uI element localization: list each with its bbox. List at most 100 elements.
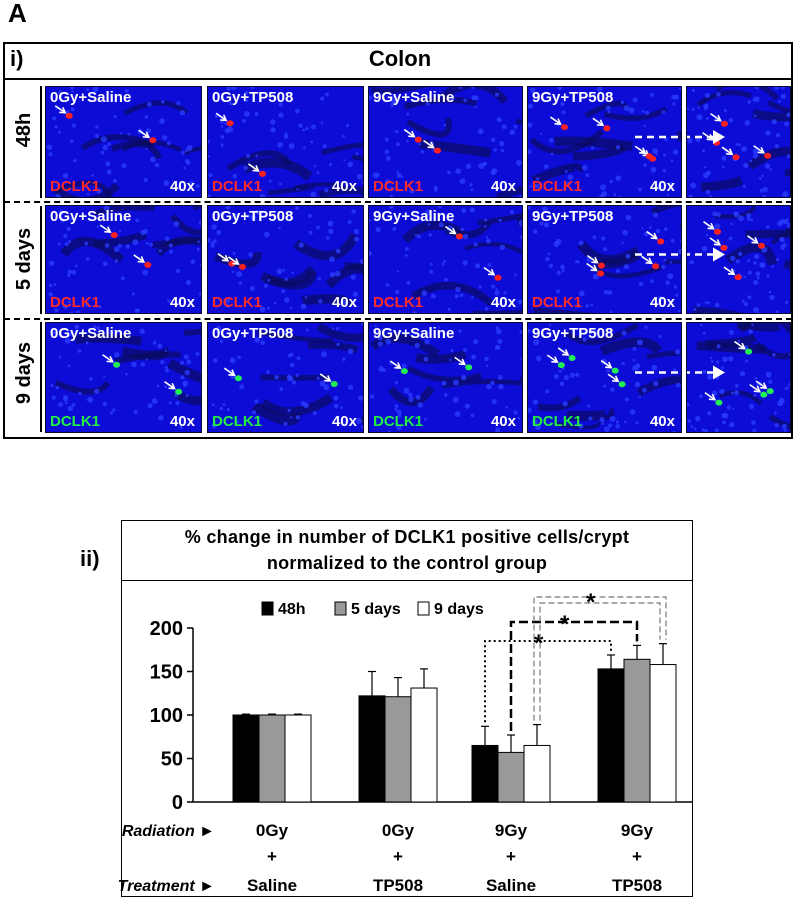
micrograph-tile: 9Gy+Saline DCLK1 40x — [368, 322, 523, 433]
nucleus-dot — [414, 342, 420, 348]
nucleus-dot — [495, 326, 499, 330]
nucleus-dot — [764, 163, 771, 169]
nucleus-dot — [58, 402, 64, 407]
nucleus-dot — [313, 165, 317, 168]
nucleus-dot — [403, 387, 410, 394]
significance-bracket — [533, 596, 667, 721]
nucleus-dot — [121, 216, 126, 221]
nucleus-dot — [62, 173, 69, 179]
nucleus-dot — [469, 207, 475, 213]
nucleus-dot — [582, 165, 588, 171]
nucleus-dot — [387, 430, 391, 432]
nucleus-dot — [539, 221, 544, 226]
nucleus-dot — [668, 182, 674, 188]
nucleus-dot — [447, 170, 451, 175]
nucleus-dot — [675, 293, 679, 297]
nucleus-dot — [567, 174, 573, 180]
nucleus-dot — [430, 293, 436, 299]
nucleus-dot — [452, 396, 459, 403]
nucleus-dot — [711, 359, 714, 363]
nucleus-dot — [263, 231, 270, 238]
nucleus-dot — [378, 312, 381, 313]
nucleus-dot — [329, 256, 335, 262]
nucleus-dot — [131, 292, 135, 296]
crypt-texture — [464, 241, 522, 255]
nucleus-dot — [375, 226, 381, 233]
nucleus-dot — [575, 259, 579, 264]
arrow-marker — [557, 347, 570, 356]
magnification-label: 40x — [169, 294, 195, 311]
nucleus-dot — [784, 386, 789, 391]
dclk1-positive-cell — [721, 120, 728, 127]
dclk1-positive-cell — [434, 147, 441, 154]
nucleus-dot — [395, 289, 400, 295]
nucleus-dot — [259, 306, 266, 313]
nucleus-dot — [102, 375, 106, 378]
nucleus-dot — [463, 98, 467, 103]
nucleus-dot — [268, 179, 272, 183]
crypt-texture — [746, 147, 790, 171]
nucleus-dot — [283, 134, 289, 139]
nucleus-dot — [775, 310, 779, 313]
nucleus-dot — [561, 110, 566, 115]
nucleus-dot — [112, 408, 116, 412]
nucleus-dot — [163, 180, 170, 186]
nucleus-dot — [78, 391, 82, 396]
nucleus-dot — [151, 398, 158, 405]
dclk1-positive-cell — [259, 170, 266, 177]
nucleus-dot — [729, 421, 735, 428]
nucleus-dot — [55, 385, 60, 390]
category-label-radiation: 0Gy — [382, 821, 415, 840]
nucleus-dot — [113, 246, 120, 253]
nucleus-dot — [63, 234, 68, 239]
arrow-marker — [600, 359, 613, 369]
nucleus-dot — [747, 295, 752, 300]
nucleus-dot — [89, 377, 93, 381]
row-separator — [4, 318, 792, 320]
nucleus-dot — [249, 286, 255, 291]
nucleus-dot — [127, 132, 131, 136]
nucleus-dot — [615, 175, 622, 181]
zoom-arrow-head — [687, 130, 725, 144]
nucleus-dot — [300, 303, 307, 310]
nucleus-dot — [351, 209, 356, 214]
panel-condition-label: 0Gy+Saline — [50, 89, 132, 106]
nucleus-dot — [69, 87, 75, 90]
nucleus-dot — [224, 122, 228, 126]
nucleus-dot — [749, 159, 753, 163]
nucleus-dot — [762, 187, 768, 192]
nucleus-dot — [415, 394, 421, 400]
nucleus-dot — [625, 253, 631, 259]
nucleus-dot — [575, 372, 580, 377]
nucleus-dot — [91, 174, 94, 177]
nucleus-dot — [254, 399, 259, 404]
nucleus-dot — [474, 105, 477, 109]
nucleus-dot — [342, 357, 346, 361]
nucleus-dot — [220, 125, 224, 128]
nucleus-dot — [110, 411, 114, 415]
nucleus-dot — [289, 362, 295, 368]
stain-label: DCLK1 — [50, 294, 101, 311]
nucleus-dot — [149, 242, 154, 247]
nucleus-dot — [166, 141, 171, 146]
nucleus-dot — [165, 368, 169, 373]
nucleus-dot — [63, 304, 69, 310]
nucleus-dot — [67, 269, 72, 275]
arrow-marker — [753, 145, 765, 154]
nucleus-dot — [384, 149, 390, 155]
magnification-label: 40x — [649, 178, 675, 195]
nucleus-dot — [481, 163, 485, 166]
nucleus-dot — [63, 396, 69, 402]
nucleus-dot — [777, 220, 783, 227]
crypt-texture — [316, 323, 363, 342]
nucleus-dot — [396, 409, 402, 415]
nucleus-dot — [243, 165, 248, 171]
nucleus-dot — [237, 355, 241, 360]
nucleus-dot — [471, 295, 474, 299]
nucleus-dot — [225, 206, 231, 210]
nucleus-dot — [625, 397, 629, 402]
nucleus-dot — [369, 95, 373, 100]
nucleus-dot — [353, 228, 359, 235]
nucleus-dot — [702, 369, 707, 374]
nucleus-dot — [413, 99, 416, 103]
